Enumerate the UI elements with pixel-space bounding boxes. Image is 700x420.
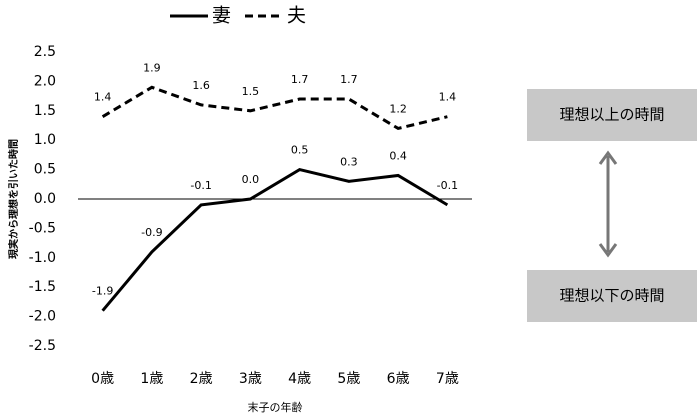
data-label: -0.1 — [190, 179, 211, 192]
data-label: 0.5 — [291, 144, 309, 157]
y-axis-label: 現実から理想を引いた時間 — [7, 139, 20, 259]
x-tick-label: 0歳 — [91, 371, 114, 387]
data-label: 0.0 — [242, 173, 260, 186]
data-label: 0.4 — [389, 149, 407, 162]
y-tick-label: 1.0 — [34, 132, 56, 148]
annotation-box — [527, 270, 697, 322]
data-label: 1.5 — [242, 85, 260, 98]
annotation: 理想以上の時間 — [559, 106, 664, 124]
x-tick-label: 3歳 — [239, 371, 262, 387]
data-label: 1.4 — [439, 91, 457, 104]
annotation-box — [527, 89, 697, 141]
y-tick-label: -1.5 — [29, 279, 56, 295]
data-label: 0.3 — [340, 155, 358, 168]
data-label: 1.7 — [340, 73, 358, 86]
series-line — [101, 167, 449, 312]
x-tick-label: 4歳 — [288, 371, 311, 387]
data-label: -0.9 — [141, 226, 162, 239]
x-tick-label: 5歳 — [337, 371, 360, 387]
data-label: 1.6 — [192, 79, 210, 92]
data-label: 1.4 — [94, 91, 112, 104]
y-tick-label: 2.5 — [34, 44, 56, 60]
y-tick-label: 2.0 — [34, 73, 56, 89]
y-tick-label: -0.5 — [29, 220, 56, 236]
x-tick-label: 6歳 — [387, 371, 410, 387]
data-label: 1.7 — [291, 73, 309, 86]
legend-label: 夫 — [287, 5, 306, 27]
x-tick-label: 2歳 — [190, 371, 213, 387]
x-tick-label: 7歳 — [436, 371, 459, 387]
x-tick-label: 1歳 — [140, 371, 163, 387]
y-tick-label: -1.0 — [29, 250, 56, 266]
data-label: 1.2 — [389, 102, 407, 115]
y-tick-label: -2.5 — [29, 338, 56, 354]
x-axis-label: 末子の年齢 — [248, 400, 303, 414]
series-line — [101, 85, 448, 131]
y-tick-label: 0.5 — [34, 162, 56, 178]
y-tick-label: -2.0 — [29, 309, 56, 325]
annotation: 理想以下の時間 — [559, 287, 664, 305]
data-label: -0.1 — [437, 179, 458, 192]
data-label: 1.9 — [143, 61, 161, 74]
y-tick-label: 1.5 — [34, 103, 56, 119]
legend-label: 妻 — [212, 5, 231, 27]
data-label: -1.9 — [92, 285, 113, 298]
y-tick-label: 0.0 — [34, 191, 56, 207]
double-arrow — [598, 150, 618, 258]
